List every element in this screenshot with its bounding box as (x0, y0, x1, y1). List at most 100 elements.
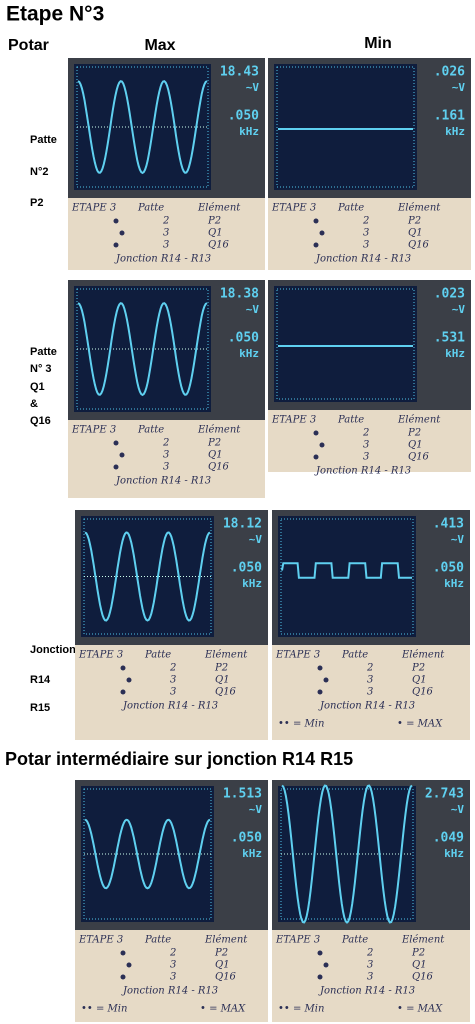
waveform (281, 784, 413, 924)
scope-border (280, 518, 414, 635)
note-footer: Jonction R14 - R13 (314, 254, 411, 265)
note-dot (317, 689, 323, 695)
scope-screen (274, 286, 417, 402)
note-heading: Patte (337, 415, 364, 426)
row-label: Q1 (30, 381, 45, 393)
frequency-unit: kHz (239, 347, 259, 360)
note-cell: 2 (366, 948, 373, 959)
voltage-reading: 18.43 (220, 65, 259, 80)
note-cell: Q16 (412, 687, 434, 698)
note-dot (319, 230, 325, 236)
note-dot (120, 665, 126, 671)
voltage-reading: 18.38 (220, 287, 259, 302)
note-cell: 2 (169, 663, 176, 674)
frequency-unit: kHz (445, 125, 465, 138)
note-paper (68, 420, 265, 498)
frequency-reading: .050 (231, 831, 262, 846)
note-cell: P2 (207, 216, 221, 227)
note-legend: • = MAX (397, 1004, 443, 1015)
note-cell: P2 (411, 948, 425, 959)
note-heading: ETAPE 3 (275, 650, 320, 661)
note-paper (75, 930, 268, 1022)
note-dot (317, 950, 323, 956)
voltage-reading: .026 (434, 65, 465, 80)
note-heading: Patte (137, 425, 164, 436)
frequency-reading: .050 (231, 561, 262, 576)
note-dot (119, 230, 125, 236)
waveform (84, 818, 211, 890)
note-heading: ETAPE 3 (71, 203, 116, 214)
note-heading: Elément (401, 935, 445, 946)
row-label: & (30, 398, 38, 410)
note-cell: Q16 (215, 687, 237, 698)
scope-screen (74, 64, 211, 190)
note-heading: Patte (144, 935, 171, 946)
note-cell: P2 (407, 428, 421, 439)
note-cell: Q1 (215, 960, 230, 971)
note-heading: Patte (341, 650, 368, 661)
frequency-reading: .050 (433, 561, 464, 576)
waveform (77, 302, 208, 397)
voltage-unit: ~V (249, 803, 263, 816)
note-heading: Elément (401, 650, 445, 661)
frequency-unit: kHz (444, 847, 464, 860)
note-dot (317, 974, 323, 980)
scope-screen (274, 64, 417, 190)
note-footer: Jonction R14 - R13 (121, 701, 218, 712)
voltage-reading: 2.743 (425, 787, 464, 802)
frequency-unit: kHz (445, 347, 465, 360)
note-paper (75, 645, 268, 740)
page-title: Etape N°3 (6, 3, 104, 26)
note-heading: Elément (197, 203, 241, 214)
note-paper (68, 198, 265, 270)
note-heading: ETAPE 3 (271, 415, 316, 426)
scope-border (276, 66, 415, 188)
frequency-unit: kHz (239, 125, 259, 138)
note-cell: 3 (170, 960, 176, 971)
note-dot (113, 464, 119, 470)
scope-screen (278, 516, 416, 637)
row-label: Q16 (30, 415, 51, 427)
voltage-reading: 1.513 (223, 787, 262, 802)
note-heading: Elément (197, 425, 241, 436)
note-cell: P2 (411, 663, 425, 674)
note-heading: ETAPE 3 (275, 935, 320, 946)
note-heading: ETAPE 3 (78, 650, 123, 661)
note-dot (323, 677, 329, 683)
note-heading: Elément (204, 935, 248, 946)
frequency-reading: .161 (434, 109, 465, 124)
frequency-reading: .049 (433, 831, 464, 846)
note-cell: Q1 (215, 675, 230, 686)
note-cell: Q16 (208, 240, 230, 251)
note-dot (317, 665, 323, 671)
note-dot (113, 440, 119, 446)
note-legend: •• = Min (278, 719, 324, 730)
note-footer: Jonction R14 - R13 (121, 986, 218, 997)
scope-screen (74, 286, 211, 412)
waveform (84, 531, 211, 622)
note-cell: Q1 (412, 960, 427, 971)
note-cell: 2 (366, 663, 373, 674)
note-cell: P2 (214, 663, 228, 674)
note-dot (120, 974, 126, 980)
note-dot (120, 950, 126, 956)
voltage-unit: ~V (246, 303, 260, 316)
note-dot (126, 962, 132, 968)
row-label: Jonction (30, 644, 76, 656)
note-heading: Patte (341, 935, 368, 946)
voltage-unit: ~V (451, 803, 465, 816)
note-cell: 2 (162, 438, 169, 449)
note-heading: ETAPE 3 (271, 203, 316, 214)
note-cell: 3 (170, 675, 176, 686)
note-heading: ETAPE 3 (78, 935, 123, 946)
note-cell: 3 (163, 450, 169, 461)
note-heading: Elément (397, 415, 441, 426)
frequency-reading: .531 (434, 331, 465, 346)
note-cell: 3 (363, 440, 369, 451)
column-label: Potar (8, 37, 49, 54)
note-heading: Elément (397, 203, 441, 214)
voltage-unit: ~V (451, 533, 465, 546)
note-cell: Q16 (412, 972, 434, 983)
note-cell: 3 (367, 687, 373, 698)
